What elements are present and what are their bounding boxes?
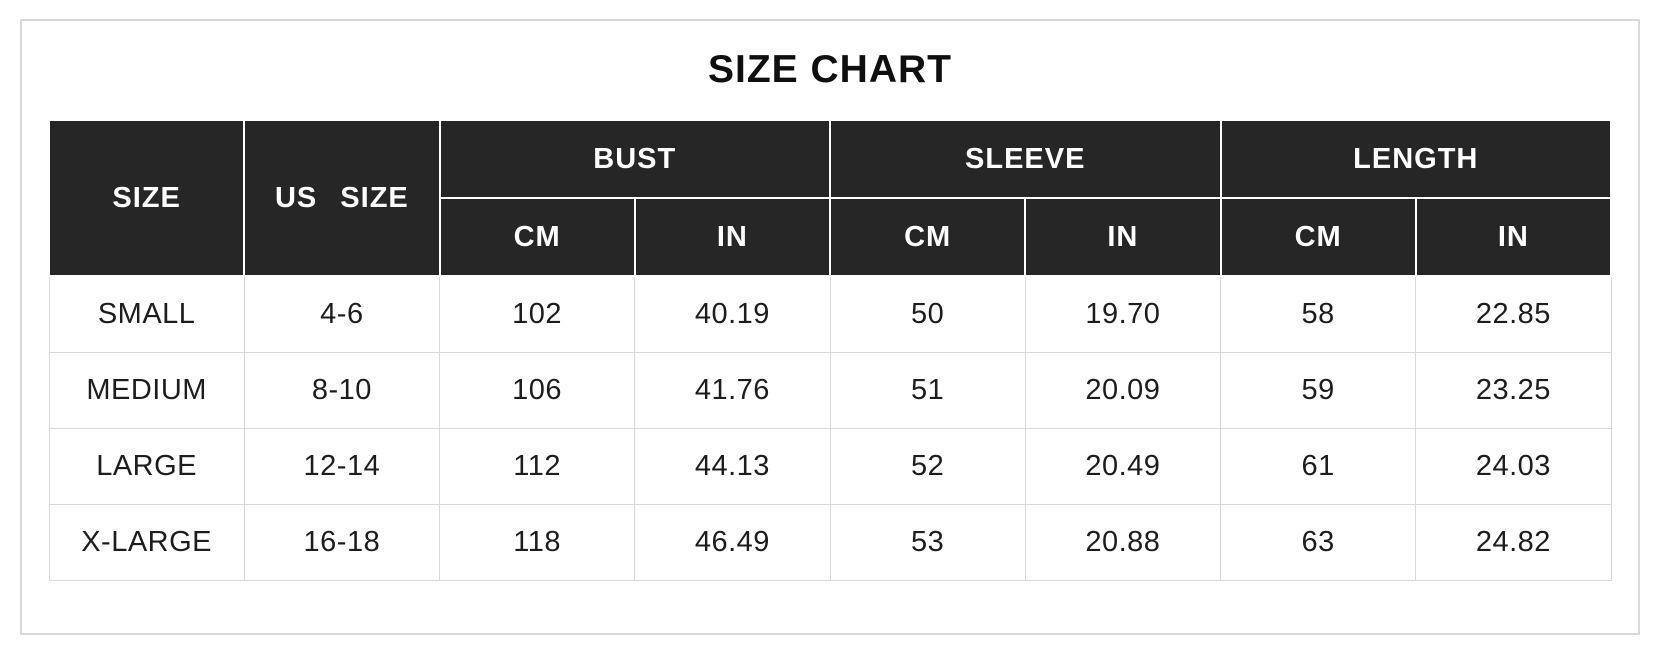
cell-us-size: 8-10: [243, 351, 441, 429]
header-cell-sleeve: SLEEVE: [829, 119, 1222, 199]
cell-us-size: 16-18: [243, 503, 441, 581]
page-title: SIZE CHART: [708, 48, 952, 91]
cell-bust-cm: 112: [438, 427, 636, 505]
cell-length-in: 23.25: [1415, 351, 1612, 429]
cell-length-in: 22.85: [1415, 275, 1612, 353]
cell-sleeve-in: 20.09: [1024, 351, 1222, 429]
cell-size-label: SMALL: [48, 275, 245, 353]
cell-sleeve-cm: 50: [829, 275, 1026, 353]
table-row-small: SMALL 4-6 102 40.19 50 19.70 58 22.85: [48, 275, 1612, 353]
cell-sleeve-in: 20.49: [1024, 427, 1222, 505]
cell-sleeve-in: 19.70: [1024, 275, 1222, 353]
table-row-large: LARGE 12-14 112 44.13 52 20.49 61 24.03: [48, 427, 1612, 505]
header-cell-bust-cm: CM: [438, 197, 636, 277]
cell-length-in: 24.03: [1415, 427, 1612, 505]
header-cell-size: SIZE: [47, 119, 246, 277]
cell-bust-in: 44.13: [634, 427, 831, 505]
cell-size-label: X-LARGE: [48, 503, 245, 581]
table-row-x-large: X-LARGE 16-18 118 46.49 53 20.88 63 24.8…: [48, 503, 1612, 581]
cell-sleeve-in: 20.88: [1024, 503, 1222, 581]
cell-us-size: 12-14: [243, 427, 441, 505]
cell-sleeve-cm: 51: [829, 351, 1026, 429]
cell-sleeve-cm: 53: [829, 503, 1026, 581]
header-cell-bust-in: IN: [633, 197, 832, 277]
cell-length-cm: 58: [1219, 275, 1417, 353]
cell-size-label: LARGE: [48, 427, 245, 505]
header-cell-sleeve-in: IN: [1024, 197, 1222, 277]
cell-length-cm: 63: [1219, 503, 1417, 581]
cell-bust-cm: 118: [438, 503, 636, 581]
cell-length-cm: 59: [1219, 351, 1417, 429]
cell-bust-in: 40.19: [634, 275, 831, 353]
header-group-row: SIZE US SIZE BUST SLEEVE LENGTH: [47, 119, 1612, 277]
cell-us-size: 4-6: [243, 275, 441, 353]
cell-bust-cm: 102: [438, 275, 636, 353]
cell-bust-in: 41.76: [634, 351, 831, 429]
header-cell-us-size: US SIZE: [243, 119, 441, 277]
cell-bust-in: 46.49: [634, 503, 831, 581]
cell-bust-cm: 106: [438, 351, 636, 429]
table-row-medium: MEDIUM 8-10 106 41.76 51 20.09 59 23.25: [48, 351, 1612, 429]
header-cell-bust: BUST: [438, 119, 831, 199]
size-table: SIZE US SIZE BUST SLEEVE LENGTH CM IN CM…: [47, 119, 1613, 581]
header-cell-length: LENGTH: [1219, 119, 1612, 199]
header-cell-sleeve-cm: CM: [828, 197, 1027, 277]
size-chart-card: SIZE CHART SIZE US SIZE BUST SLEEVE LENG…: [20, 19, 1640, 635]
cell-size-label: MEDIUM: [48, 351, 245, 429]
cell-sleeve-cm: 52: [829, 427, 1026, 505]
header-cell-length-in: IN: [1414, 197, 1613, 277]
cell-length-in: 24.82: [1415, 503, 1612, 581]
header-cell-length-cm: CM: [1219, 197, 1417, 277]
header-unit-row: CM IN CM IN CM IN: [49, 197, 1613, 277]
cell-length-cm: 61: [1219, 427, 1417, 505]
size-table-wrapper: SIZE US SIZE BUST SLEEVE LENGTH CM IN CM…: [47, 119, 1613, 581]
